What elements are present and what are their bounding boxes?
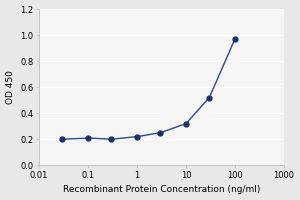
X-axis label: Recombinant Protein Concentration (ng/ml): Recombinant Protein Concentration (ng/ml… xyxy=(63,185,260,194)
Y-axis label: OD 450: OD 450 xyxy=(6,70,15,104)
